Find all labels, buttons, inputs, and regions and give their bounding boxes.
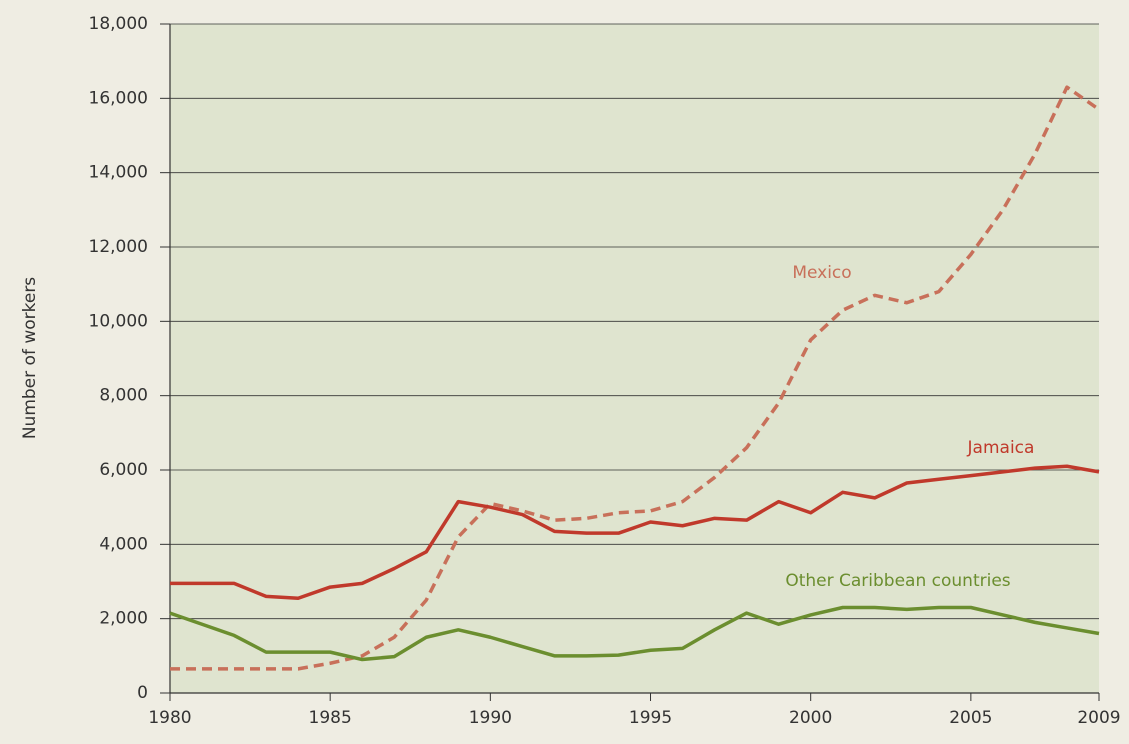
- y-tick-label: 2,000: [99, 609, 148, 629]
- series-label: Mexico: [792, 263, 851, 283]
- y-tick-label: 10,000: [89, 311, 148, 331]
- x-tick-label: 1990: [469, 708, 512, 728]
- y-tick-label: 4,000: [99, 534, 148, 554]
- y-tick-label: 18,000: [89, 14, 148, 34]
- series-label: Jamaica: [967, 438, 1035, 458]
- y-tick-label: 0: [137, 683, 148, 703]
- y-tick-label: 16,000: [89, 88, 148, 108]
- y-tick-label: 8,000: [99, 386, 148, 406]
- y-tick-label: 12,000: [89, 237, 148, 257]
- x-tick-label: 2005: [949, 708, 992, 728]
- x-tick-label: 1985: [309, 708, 352, 728]
- x-tick-label: 1995: [629, 708, 672, 728]
- plot-area: [170, 24, 1099, 693]
- x-tick-label: 1980: [148, 708, 191, 728]
- y-tick-label: 6,000: [99, 460, 148, 480]
- y-tick-label: 14,000: [89, 163, 148, 183]
- series-line: [169, 605, 1100, 662]
- y-axis-label: Number of workers: [20, 277, 40, 439]
- series-label: Other Caribbean countries: [785, 571, 1010, 591]
- x-tick-label: 2009: [1077, 708, 1120, 728]
- x-tick-label: 2000: [789, 708, 832, 728]
- series-line: [170, 464, 1100, 600]
